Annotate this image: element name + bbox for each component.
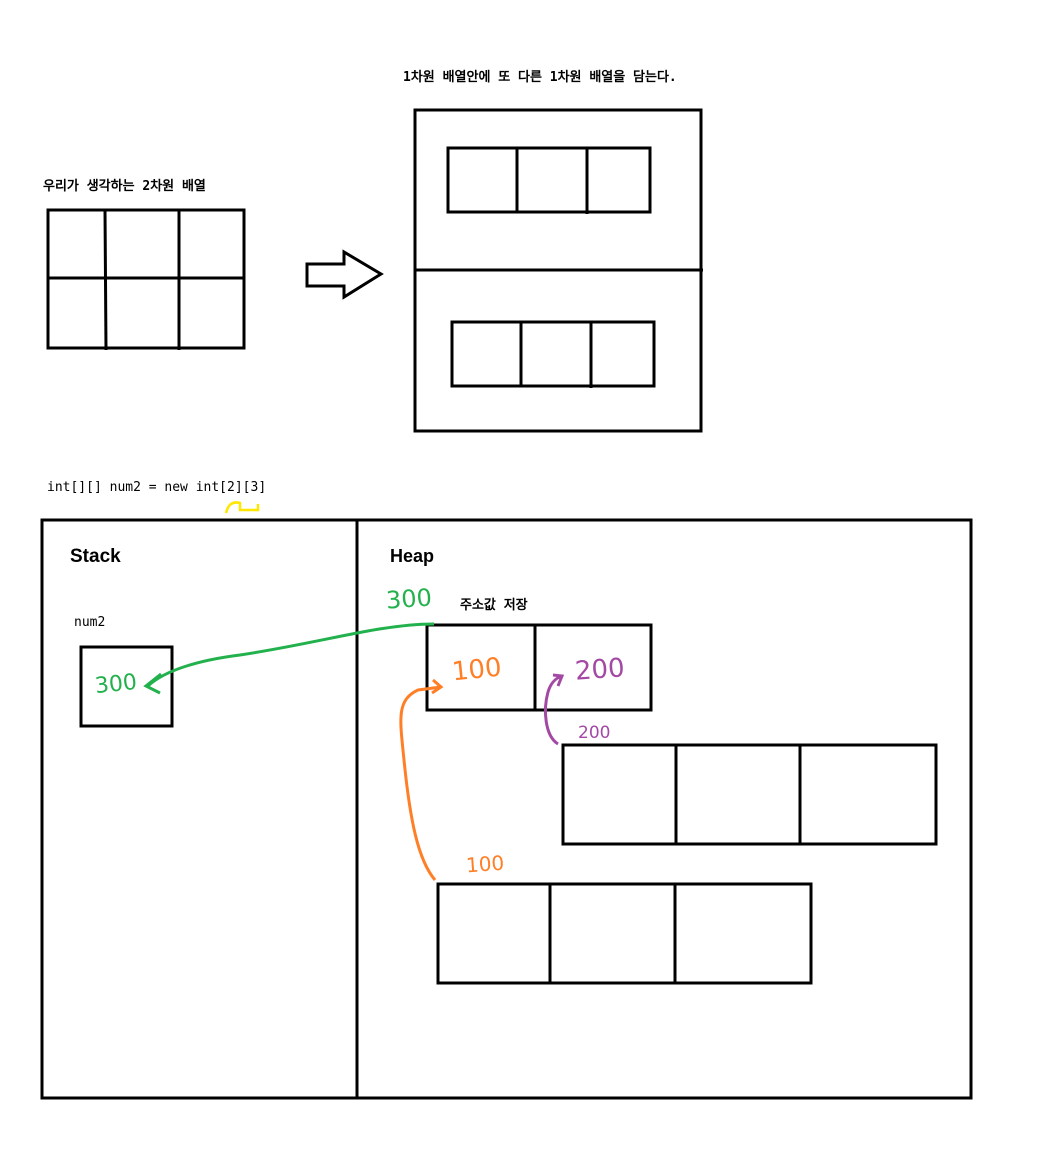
nested-array-container [413,108,703,433]
orange-reference-line [399,685,442,881]
code-line: int[][] num2 = new int[2][3] [47,480,267,495]
memory-frame [40,518,973,1100]
heap-title: Heap [390,546,435,566]
right-title: 1차원 배열안에 또 다른 1차원 배열을 담는다. [403,70,677,85]
green-arrowhead [143,672,162,695]
purple-reference-line [544,674,563,746]
left-title: 우리가 생각하는 2차원 배열 [43,179,206,194]
heap-outer-array [425,623,653,712]
grid-2d-array [46,208,246,351]
stack-var-name: num2 [74,615,106,630]
heap-row-array-upper [561,743,938,846]
address-note: 주소값 저장 [460,598,528,613]
yellow-underline-mark [224,501,260,514]
row-1-address: 200 [578,723,611,743]
right-arrow-icon [305,249,384,300]
heap-row-array-lower [436,882,813,985]
green-reference-line [146,622,435,688]
stack-cell [79,645,174,728]
purple-arrowhead [552,673,565,687]
orange-arrowhead [431,678,444,695]
stack-title: Stack [70,546,121,567]
